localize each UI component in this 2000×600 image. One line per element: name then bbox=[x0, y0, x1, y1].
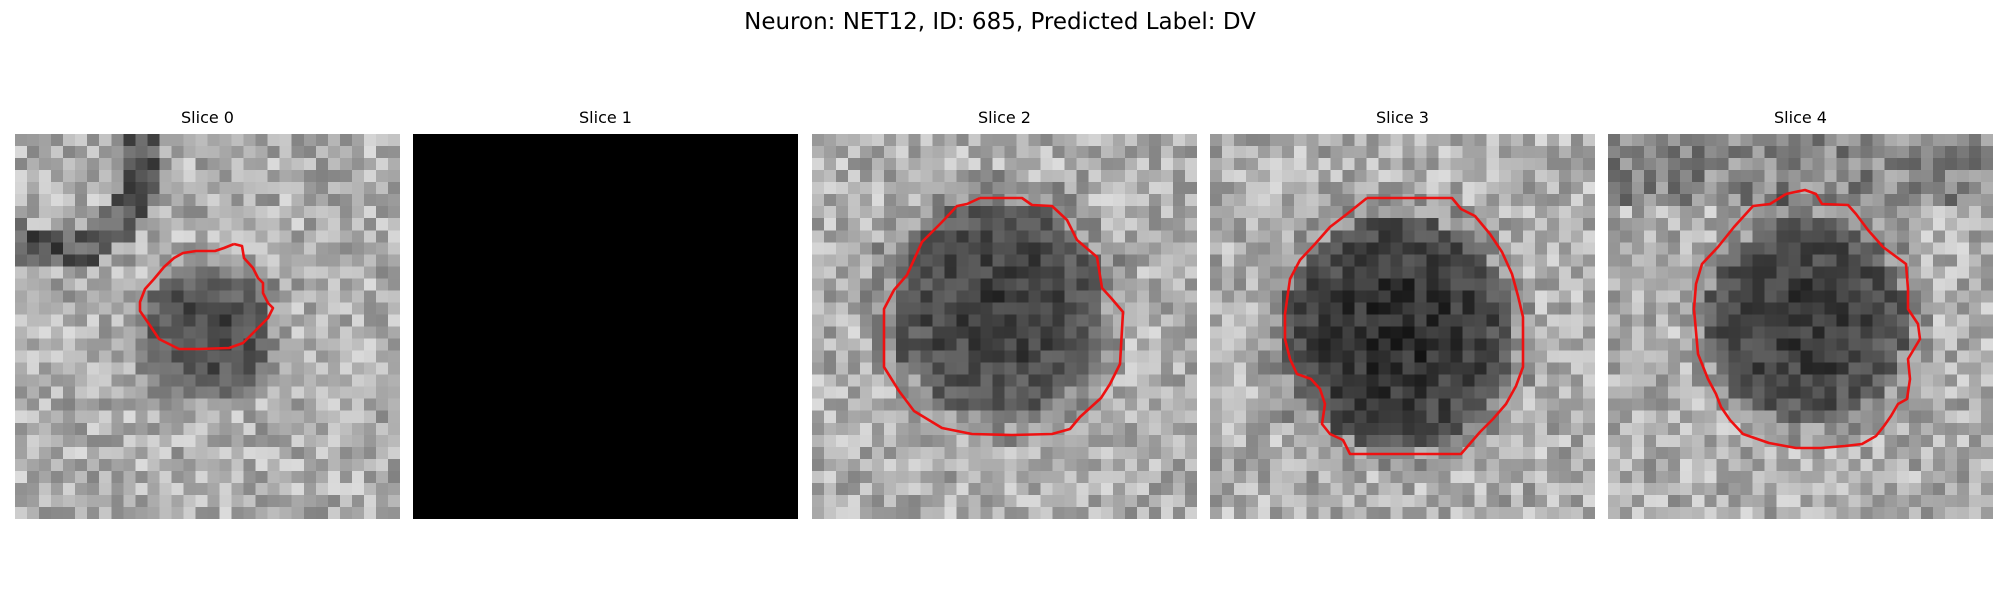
slice-title: Slice 2 bbox=[978, 108, 1031, 127]
slice-image bbox=[413, 134, 798, 519]
blank-image bbox=[413, 134, 798, 519]
slice-panel-2: Slice 2 bbox=[812, 108, 1197, 519]
slice-image bbox=[15, 134, 400, 519]
figure-title: Neuron: NET12, ID: 685, Predicted Label:… bbox=[744, 9, 1256, 35]
slice-image bbox=[1608, 134, 1993, 519]
segmentation-contour bbox=[882, 196, 1125, 437]
slice-title: Slice 4 bbox=[1774, 108, 1827, 127]
slice-image bbox=[812, 134, 1197, 519]
segmentation-contour bbox=[1692, 188, 1922, 450]
slice-title: Slice 1 bbox=[579, 108, 632, 127]
slice-title: Slice 0 bbox=[181, 108, 234, 127]
slice-panel-3: Slice 3 bbox=[1210, 108, 1595, 519]
slice-panel-1: Slice 1 bbox=[413, 108, 798, 519]
slice-panel-0: Slice 0 bbox=[15, 108, 400, 519]
slice-title: Slice 3 bbox=[1376, 108, 1429, 127]
slice-image bbox=[1210, 134, 1595, 519]
segmentation-contour bbox=[1283, 196, 1525, 456]
microscopy-image bbox=[15, 134, 400, 519]
segmentation-contour bbox=[138, 242, 275, 351]
slice-panel-4: Slice 4 bbox=[1608, 108, 1993, 519]
microscopy-image bbox=[1608, 134, 1993, 519]
